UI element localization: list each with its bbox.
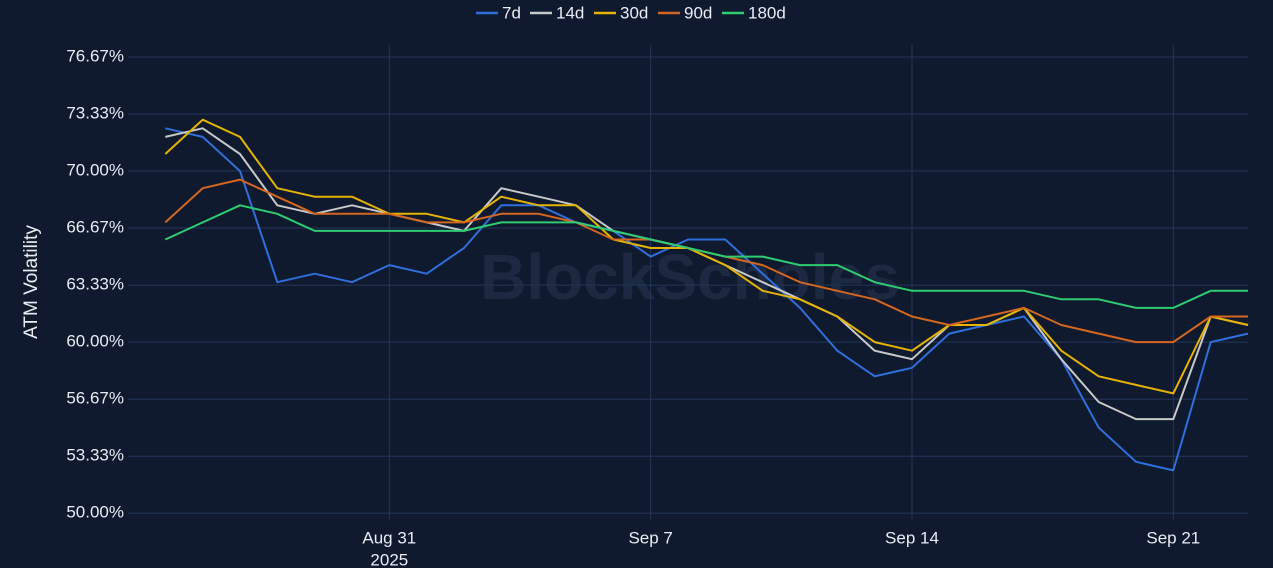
y-tick-label: 53.33% [66, 446, 124, 465]
x-tick-label: Aug 31 [362, 528, 416, 547]
y-tick-label: 73.33% [66, 104, 124, 123]
legend-label: 30d [620, 3, 648, 22]
legend-label: 90d [684, 3, 712, 22]
y-tick-label: 76.67% [66, 46, 124, 65]
series-line [164, 118, 1249, 395]
series-line [165, 127, 1249, 472]
legend-label: 7d [502, 3, 521, 22]
x-year-label: 2025 [370, 550, 408, 568]
x-tick-label: Sep 7 [628, 528, 672, 547]
series-line [164, 204, 1248, 309]
y-tick-label: 56.67% [66, 389, 124, 408]
y-axis-label: ATM Volatility [21, 225, 42, 339]
y-tick-label: 70.00% [66, 161, 124, 180]
watermark: BlockScholes [480, 241, 900, 313]
y-tick-label: 50.00% [66, 503, 124, 522]
y-tick-label: 60.00% [66, 332, 124, 351]
legend-label: 14d [556, 3, 584, 22]
y-tick-label: 63.33% [66, 275, 124, 294]
x-tick-label: Sep 14 [885, 528, 939, 547]
x-tick-label: Sep 21 [1146, 528, 1200, 547]
y-tick-label: 66.67% [66, 218, 124, 237]
legend-label: 180d [748, 3, 786, 22]
